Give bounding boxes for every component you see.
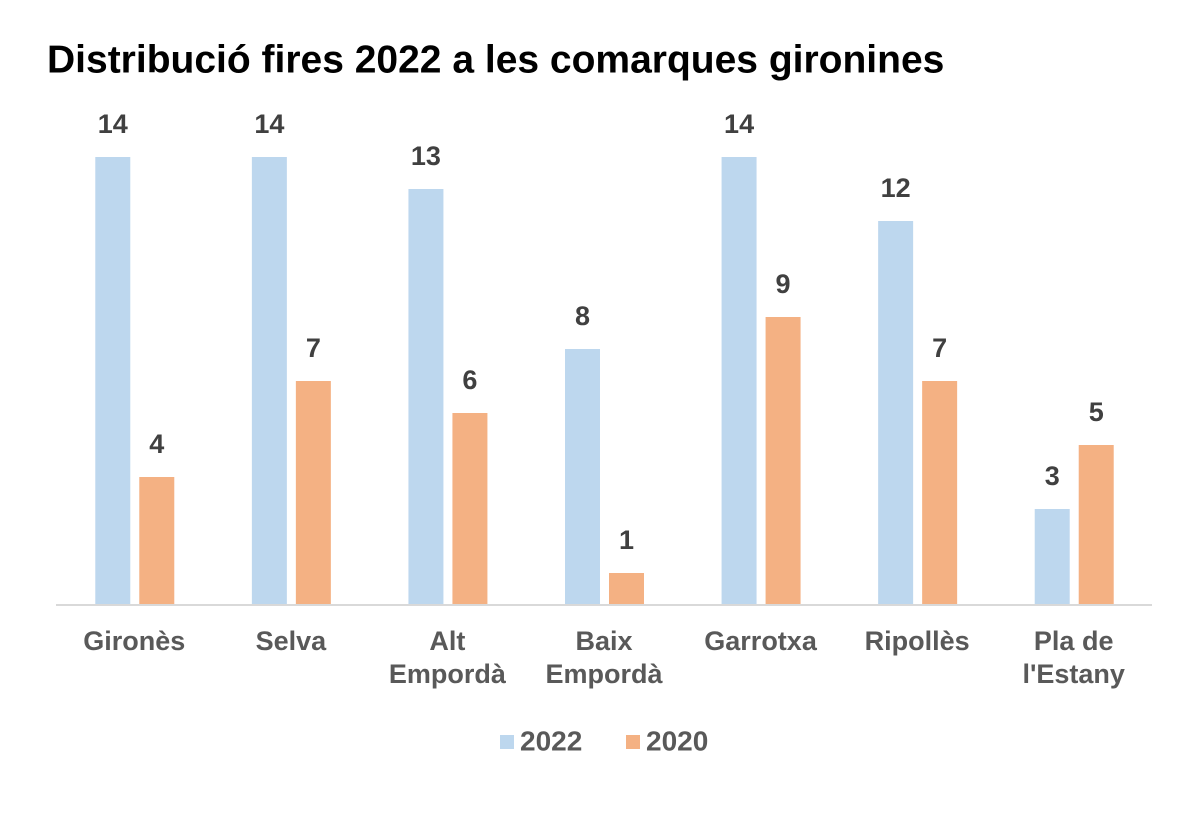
chart-title: Distribució fires 2022 a les comarques g… <box>47 38 944 81</box>
bar <box>1078 445 1114 605</box>
x-tick-label: Garrotxa <box>704 626 817 656</box>
value-label: 14 <box>98 109 128 139</box>
bar <box>408 189 444 605</box>
value-label: 1 <box>619 525 634 555</box>
bar <box>721 157 757 605</box>
bar <box>765 317 801 605</box>
bar <box>922 381 958 605</box>
legend-swatch <box>500 735 514 749</box>
legend-label: 2020 <box>646 725 708 756</box>
bar <box>295 381 331 605</box>
bar <box>1034 509 1070 605</box>
value-label: 14 <box>724 109 754 139</box>
value-label: 7 <box>932 333 947 363</box>
value-label: 14 <box>254 109 284 139</box>
legend-label: 2022 <box>520 725 582 756</box>
value-label: 6 <box>462 365 477 395</box>
value-label: 9 <box>776 269 791 299</box>
value-label: 7 <box>306 333 321 363</box>
bar <box>251 157 287 605</box>
value-label: 5 <box>1089 397 1104 427</box>
bar <box>139 477 175 605</box>
value-label: 13 <box>411 141 441 171</box>
bar <box>95 157 131 605</box>
x-tick-label: Selva <box>255 626 327 656</box>
legend-swatch <box>626 735 640 749</box>
x-tick-label: Gironès <box>83 626 186 656</box>
x-tick-label: Pla de l'Estany <box>1022 626 1125 689</box>
x-tick-label: Ripollès <box>864 626 970 656</box>
bar <box>565 349 600 605</box>
x-tick-label: Baix Empordà <box>545 626 663 689</box>
bar <box>452 413 488 605</box>
value-label: 12 <box>881 173 911 203</box>
value-label: 4 <box>149 429 164 459</box>
value-label: 8 <box>575 301 590 331</box>
x-tick-label: Alt Empordà <box>388 626 506 689</box>
value-label: 3 <box>1045 461 1060 491</box>
bar <box>878 221 914 605</box>
bar <box>609 573 644 605</box>
